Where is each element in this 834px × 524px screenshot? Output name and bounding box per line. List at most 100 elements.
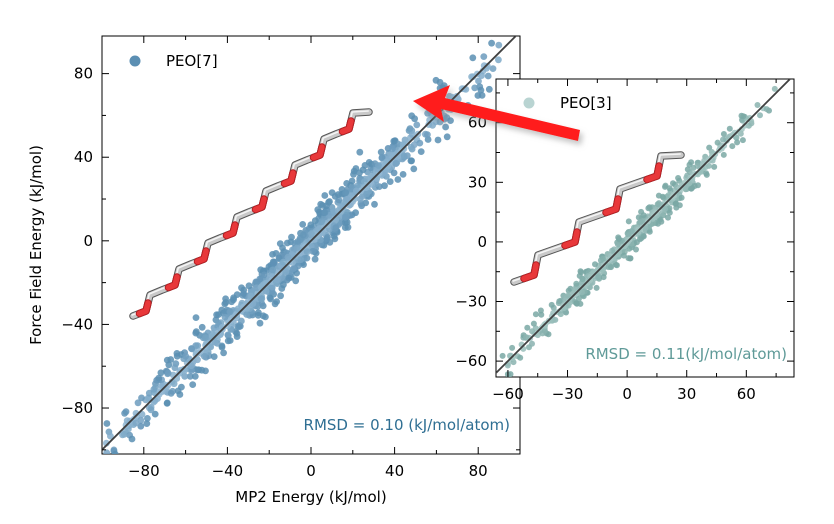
oxygen-atom	[521, 262, 539, 282]
data-point	[578, 289, 585, 296]
data-point	[247, 292, 255, 300]
x-tick-label: 0	[622, 385, 632, 403]
data-point	[703, 170, 710, 177]
data-point	[348, 177, 356, 185]
data-point	[628, 228, 635, 235]
data-point	[564, 292, 571, 299]
y-tick-label: 0	[477, 233, 487, 251]
data-point	[381, 182, 388, 190]
data-point	[600, 274, 607, 281]
data-point	[109, 456, 116, 463]
data-point	[410, 165, 418, 173]
data-point	[210, 353, 218, 360]
data-point	[400, 152, 408, 160]
data-point	[429, 122, 436, 129]
legend-marker-peo3	[523, 97, 535, 109]
data-point	[213, 311, 221, 319]
y-tick-label: 40	[74, 148, 93, 166]
oxygen-atom	[252, 196, 267, 213]
data-point	[666, 209, 673, 216]
data-point	[670, 180, 676, 187]
data-point	[434, 136, 442, 144]
data-point	[484, 72, 492, 80]
data-point	[573, 280, 580, 287]
data-point	[499, 352, 506, 359]
data-point	[392, 160, 400, 167]
data-point	[238, 284, 245, 292]
data-point	[771, 85, 778, 92]
data-point	[132, 419, 140, 427]
data-point	[300, 231, 307, 239]
data-point	[593, 284, 600, 291]
data-point	[269, 266, 276, 274]
oxygen-atom	[644, 163, 662, 183]
data-point	[256, 319, 264, 327]
data-point	[188, 345, 196, 353]
data-point	[389, 145, 396, 153]
data-point	[394, 176, 402, 183]
data-point	[220, 349, 228, 357]
data-point	[447, 117, 454, 124]
data-point	[143, 420, 151, 427]
data-point	[548, 301, 555, 308]
data-point	[754, 102, 761, 108]
data-point	[256, 275, 264, 283]
data-point	[202, 334, 209, 341]
data-point	[234, 305, 242, 313]
oxygen-atom	[310, 144, 325, 161]
data-point	[137, 422, 145, 430]
main-legend: PEO[7]	[129, 52, 218, 70]
data-point	[411, 115, 418, 123]
data-point	[539, 330, 546, 337]
legend-marker-peo7	[129, 55, 141, 67]
y-tick-label: −30	[455, 293, 487, 311]
y-axis-title: Force Field Energy (kJ/mol)	[27, 145, 45, 345]
data-point	[517, 354, 524, 361]
data-point	[164, 369, 172, 377]
data-point	[662, 182, 669, 189]
data-point	[311, 217, 319, 225]
x-axis-title: MP2 Energy (kJ/mol)	[235, 488, 386, 506]
data-point	[556, 298, 563, 305]
data-point	[122, 408, 130, 416]
data-point	[218, 343, 226, 351]
data-point	[726, 125, 733, 132]
data-point	[171, 364, 179, 372]
data-point	[424, 131, 431, 139]
pointer-arrow-shape	[413, 85, 580, 141]
data-point	[659, 193, 666, 200]
data-point	[489, 65, 497, 72]
data-point	[137, 416, 145, 424]
data-point	[654, 201, 661, 208]
data-point	[646, 204, 653, 211]
inset-legend: PEO[3]	[523, 94, 612, 112]
data-point	[332, 224, 340, 232]
data-point	[262, 313, 269, 321]
data-point	[335, 196, 343, 204]
x-tick-label: −40	[212, 462, 244, 480]
data-point	[365, 159, 373, 166]
main-rmsd-annotation: RMSD = 0.10 (kJ/mol/atom)	[304, 416, 510, 434]
data-point	[408, 131, 416, 139]
data-point	[260, 271, 268, 279]
data-point	[150, 386, 158, 393]
data-point	[626, 245, 633, 252]
y-tick-label: 80	[74, 65, 93, 83]
data-point	[356, 148, 364, 156]
data-point	[573, 300, 580, 307]
data-point	[675, 175, 682, 181]
data-point	[240, 290, 247, 297]
data-point	[284, 253, 292, 261]
data-point	[138, 394, 145, 402]
data-point	[233, 330, 241, 337]
data-point	[238, 317, 245, 325]
y-tick-label: −80	[61, 399, 93, 417]
data-point	[334, 191, 342, 198]
data-point	[386, 178, 394, 186]
data-point	[224, 337, 232, 345]
data-point	[714, 139, 721, 146]
y-tick-label: −60	[455, 352, 487, 370]
main-axis-ticks: −80 −40 0 40 80 −80 −40 0 40 80	[61, 36, 521, 480]
data-point	[211, 339, 219, 346]
data-point	[729, 143, 736, 150]
